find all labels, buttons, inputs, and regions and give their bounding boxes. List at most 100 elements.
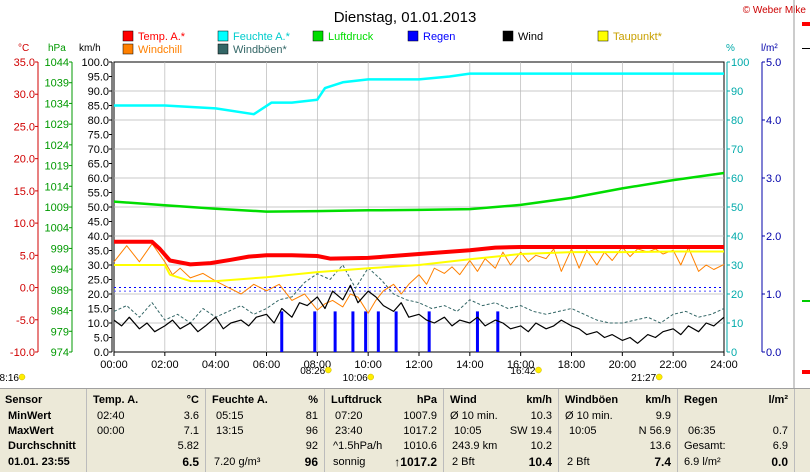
humidity-max-time: 13:15 bbox=[216, 425, 244, 437]
pressure-min-time: 07:20 bbox=[335, 410, 363, 422]
x-tick-label: 00:00 bbox=[100, 359, 128, 371]
wind-bft: 2 Bft bbox=[452, 456, 475, 468]
legend-swatch-6 bbox=[122, 43, 134, 55]
rain-total-value: 6.9 bbox=[772, 440, 788, 452]
time-marker-label: 21:27 bbox=[631, 373, 656, 384]
legend-swatch-1 bbox=[217, 30, 229, 42]
series-line-windchill bbox=[113, 243, 725, 314]
kmh-tick-label: 85.0 bbox=[88, 101, 109, 113]
legend-swatch-2 bbox=[312, 30, 324, 42]
x-tick-label: 08:00 bbox=[304, 359, 332, 371]
temp-tick-label: 30.0 bbox=[14, 89, 35, 101]
pressure-tick-label: 1009 bbox=[45, 202, 69, 214]
series-line-wind bbox=[113, 284, 725, 344]
series-lines bbox=[113, 72, 725, 344]
legend-swatch-3 bbox=[407, 30, 419, 42]
rain-unit: l/m² bbox=[768, 394, 788, 406]
legend-label-2: Luftdruck bbox=[328, 31, 374, 43]
rain-today: 6.9 l/m² bbox=[684, 456, 721, 468]
rain-max-time: 06:35 bbox=[688, 425, 716, 437]
legend-label-6: Windchill bbox=[138, 44, 182, 56]
temp-tick-label: -10.0 bbox=[10, 347, 35, 359]
right-edge-marker-black bbox=[802, 48, 810, 49]
humidity-tick-label: 0 bbox=[731, 347, 737, 359]
temp-min-time: 02:40 bbox=[97, 410, 125, 422]
humidity-tick-label: 20 bbox=[731, 289, 743, 301]
row-label-max: MaxWert bbox=[8, 425, 54, 437]
temp-max-time: 00:00 bbox=[97, 425, 125, 437]
rain-header: Regen bbox=[684, 394, 718, 406]
legend-swatch-4 bbox=[502, 30, 514, 42]
temp-tick-label: 25.0 bbox=[14, 121, 35, 133]
kmh-tick-label: 30.0 bbox=[88, 260, 109, 272]
gust-column: Windböen km/h Ø 10 min. 9.9 10:05 N 56.9… bbox=[559, 389, 678, 472]
legend-label-0: Temp. A.* bbox=[138, 31, 186, 43]
rain-bar bbox=[351, 311, 355, 352]
kmh-tick-label: 20.0 bbox=[88, 289, 109, 301]
humidity-tick-label: 40 bbox=[731, 231, 743, 243]
temp-column: Temp. A. °C 02:40 3.6 00:00 7.1 5.82 6.5 bbox=[87, 389, 206, 472]
pressure-tick-label: 1019 bbox=[45, 161, 69, 173]
kmh-tick-label: 75.0 bbox=[88, 130, 109, 142]
gust-bft: 2 Bft bbox=[567, 456, 590, 468]
rain-bar bbox=[376, 311, 380, 352]
humidity-min-time: 05:15 bbox=[216, 410, 244, 422]
pressure-tick-label: 1004 bbox=[45, 223, 69, 235]
rain-bar bbox=[313, 311, 317, 352]
humidity-avg-value: 92 bbox=[305, 440, 318, 452]
time-marker-dot bbox=[367, 373, 374, 381]
kmh-tick-label: 15.0 bbox=[88, 304, 109, 316]
kmh-tick-label: 95.0 bbox=[88, 72, 109, 84]
legend: Temp. A.* Feuchte A.* Luftdruck Regen Wind Ta… bbox=[122, 30, 663, 56]
gust-unit: km/h bbox=[645, 394, 671, 406]
wind-column: Wind km/h Ø 10 min. 10.3 10:05 SW 19.4 2… bbox=[444, 389, 559, 472]
left-axes: 35.0 30.0 25.0 20.0 15.0 10.0 5.0 0.0 -5.0 -10.0 1… bbox=[10, 57, 113, 359]
x-tick-label: 18:00 bbox=[558, 359, 586, 371]
kmh-tick-label: 35.0 bbox=[88, 246, 109, 258]
temp-header: Temp. A. bbox=[93, 394, 139, 406]
x-tick-label: 20:00 bbox=[609, 359, 637, 371]
gust-header: Windböen bbox=[565, 394, 619, 406]
rain-bar bbox=[427, 311, 431, 352]
temp-unit: °C bbox=[186, 394, 199, 406]
x-axis: 00:00 02:00 04:00 06:00 08:00 10:00 12:00 14:00… bbox=[100, 352, 738, 371]
pressure-tick-label: 999 bbox=[51, 243, 69, 255]
humidity-tick-label: 80 bbox=[731, 115, 743, 127]
row-label-current: 01.01. 23:55 bbox=[8, 456, 70, 468]
pressure-axis-unit: hPa bbox=[48, 43, 66, 54]
rain-axis-unit: l/m² bbox=[761, 43, 778, 54]
series-line-taupunkt bbox=[114, 250, 724, 283]
rain-bar bbox=[333, 311, 337, 352]
temp-tick-label: 0.0 bbox=[20, 283, 35, 295]
rain-tick-label: 4.0 bbox=[766, 115, 781, 127]
wind-avg10-value: 10.3 bbox=[530, 410, 552, 422]
pressure-tick-label: 974 bbox=[51, 347, 69, 359]
gust-max-value: N 56.9 bbox=[638, 425, 671, 437]
humidity-tick-label: 30 bbox=[731, 260, 743, 272]
pressure-tick-label: 1029 bbox=[45, 119, 69, 131]
wind-max-time: 10:05 bbox=[454, 425, 482, 437]
kmh-tick-label: 70.0 bbox=[88, 144, 109, 156]
legend-swatch-0 bbox=[122, 30, 134, 42]
gust-avg-label: Ø 10 min. bbox=[565, 410, 613, 422]
wind-max-value: SW 19.4 bbox=[509, 425, 552, 437]
x-tick-label: 06:00 bbox=[253, 359, 281, 371]
pressure-forecast: sonnig bbox=[333, 456, 366, 468]
gust-avg10-value: 9.9 bbox=[655, 410, 671, 422]
x-tick-label: 22:00 bbox=[659, 359, 687, 371]
humidity-tick-label: 60 bbox=[731, 173, 743, 185]
sensor-header: Sensor bbox=[5, 394, 43, 406]
series-line-luftdruck bbox=[113, 171, 725, 213]
time-marker-label: 08:26 bbox=[300, 366, 325, 377]
pressure-tick-label: 994 bbox=[51, 264, 69, 276]
rain-current-value: 0.0 bbox=[771, 455, 788, 469]
kmh-axis-unit: km/h bbox=[79, 43, 101, 54]
kmh-tick-label: 10.0 bbox=[88, 318, 109, 330]
kmh-tick-label: 55.0 bbox=[88, 188, 109, 200]
kmh-tick-label: 65.0 bbox=[88, 159, 109, 171]
rain-bar bbox=[475, 311, 479, 352]
rain-tick-label: 0.0 bbox=[766, 347, 781, 359]
time-marker-dot bbox=[655, 373, 663, 381]
kmh-tick-label: 80.0 bbox=[88, 115, 109, 127]
humidity-unit: % bbox=[308, 394, 318, 406]
